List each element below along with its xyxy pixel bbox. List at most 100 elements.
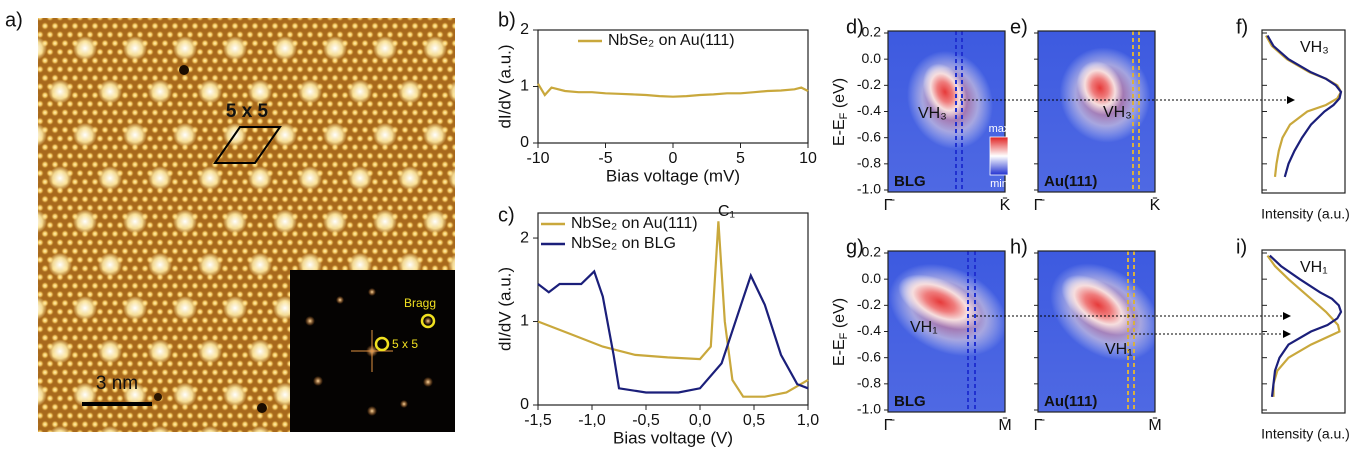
panel-label: d) — [846, 16, 864, 38]
x-tick-label: 10 — [799, 150, 817, 167]
panel-label: c) — [498, 204, 515, 226]
x-tick-label: 0,5 — [743, 412, 765, 429]
profile-line — [1266, 35, 1343, 178]
y-axis-label: E-EF (eV) — [831, 298, 850, 366]
y-tick-label: 2 — [520, 21, 529, 38]
x-end-label: M̄ — [1148, 417, 1161, 434]
y-tick-label: 1 — [520, 78, 529, 95]
x-tick-label: -1,5 — [524, 412, 552, 429]
x-tick-label: -1,0 — [578, 412, 606, 429]
x-axis-label: Intensity (a.u.) — [1261, 206, 1350, 222]
y-tick-label: -1.0 — [857, 181, 881, 197]
y-tick-label: -1.0 — [857, 401, 881, 417]
x-tick-label: -0,5 — [632, 412, 660, 429]
y-tick-label: 0.2 — [862, 244, 882, 260]
legend-label: NbSe₂ on BLG — [571, 235, 676, 252]
spectral-weight — [1061, 274, 1135, 336]
panel-label: g) — [846, 236, 864, 258]
y-tick-label: -0.4 — [857, 322, 881, 338]
inset-superstructure-label: 5 x 5 — [392, 337, 418, 351]
profile-line — [1266, 254, 1341, 397]
spectral-weight — [922, 63, 968, 121]
label-part: (eV) — [831, 298, 848, 333]
x-tick-label: 5 — [736, 150, 745, 167]
panel-label: e) — [1010, 16, 1028, 38]
y-tick-label: -0.6 — [857, 348, 881, 364]
panel-label: h) — [1010, 236, 1028, 258]
defect — [154, 393, 162, 401]
band-label: VH₁ — [910, 319, 938, 336]
annotation: VH₁ — [1300, 259, 1328, 276]
y-tick-label: 2 — [520, 229, 529, 246]
profile-line — [1265, 35, 1343, 178]
y-tick-label: 0 — [520, 134, 529, 151]
y-tick-label: 0.0 — [862, 270, 882, 286]
x-axis-label: Bias voltage (V) — [613, 428, 733, 447]
panel-label: i) — [1236, 236, 1247, 258]
scale-bar-label: 3 nm — [96, 373, 138, 394]
x-tick-label: -5 — [598, 150, 612, 167]
y-tick-label: 1 — [520, 313, 529, 330]
sample-label: BLG — [894, 393, 926, 410]
panel-label: f) — [1236, 16, 1248, 38]
x-start-label: Γ̄ — [884, 197, 896, 214]
fft-spots — [305, 288, 433, 416]
colorbar-max: max — [989, 123, 1010, 135]
y-tick-label: -0.4 — [857, 102, 881, 118]
y-tick-label: 0.2 — [862, 24, 882, 40]
y-axis-label: E-EF (eV) — [831, 78, 850, 146]
y-tick-label: 0 — [520, 396, 529, 413]
y-tick-label: -0.2 — [857, 76, 881, 92]
legend-label: NbSe₂ on Au(111) — [608, 32, 735, 49]
x-tick-label: 0 — [669, 150, 678, 167]
x-axis-label: Bias voltage (mV) — [606, 166, 740, 185]
band-label: VH₃ — [918, 105, 947, 122]
bragg-label: Bragg — [404, 296, 436, 310]
label-part: E-E — [831, 339, 848, 366]
defect — [257, 403, 267, 413]
unit-cell — [213, 126, 282, 164]
legend-label: NbSe₂ on Au(111) — [571, 215, 698, 232]
y-tick-label: -0.2 — [857, 296, 881, 312]
x-tick-label: 0,0 — [689, 412, 711, 429]
x-tick-label: -10 — [526, 150, 549, 167]
sample-label: Au(111) — [1044, 393, 1097, 410]
band-label: VH₁ — [1105, 341, 1133, 358]
label-part: F — [838, 332, 850, 339]
y-tick-label: 0.0 — [862, 50, 882, 66]
y-tick-label: -0.6 — [857, 128, 881, 144]
x-end-label: K̄ — [1150, 197, 1161, 214]
annotation: C₁ — [718, 203, 735, 220]
panel-label: b) — [498, 9, 516, 31]
spectral-weight — [1076, 60, 1124, 116]
colorbar — [989, 136, 1009, 176]
series-line — [537, 269, 809, 394]
bragg-marker — [420, 313, 436, 329]
superstructure-marker — [374, 336, 390, 352]
sample-label: Au(111) — [1044, 173, 1097, 190]
label-part: (eV) — [831, 78, 848, 113]
band-label: VH₃ — [1103, 104, 1132, 121]
panel-label: a) — [5, 9, 23, 31]
x-start-label: Γ̄ — [1034, 197, 1046, 214]
x-axis-label: Intensity (a.u.) — [1261, 426, 1350, 442]
x-end-label: M̄ — [998, 417, 1011, 434]
plot-frame — [537, 212, 809, 406]
series-line — [537, 83, 809, 98]
x-end-label: K̄ — [1000, 197, 1011, 214]
profile-line — [1269, 254, 1343, 398]
colorbar-min: min — [990, 178, 1008, 190]
series-line — [537, 221, 809, 398]
spectral-weight — [898, 274, 982, 330]
x-start-label: Γ̄ — [884, 417, 896, 434]
superstructure-label: 5 x 5 — [226, 101, 269, 122]
sample-label: BLG — [894, 173, 926, 190]
y-tick-label: -0.8 — [857, 155, 881, 171]
y-tick-label: -0.8 — [857, 375, 881, 391]
annotation: VH₃ — [1300, 39, 1329, 56]
y-axis-label: dI/dV (a.u.) — [495, 44, 514, 128]
x-tick-label: 1,0 — [797, 412, 819, 429]
x-start-label: Γ̄ — [1034, 417, 1046, 434]
y-axis-label: dI/dV (a.u.) — [495, 267, 514, 351]
